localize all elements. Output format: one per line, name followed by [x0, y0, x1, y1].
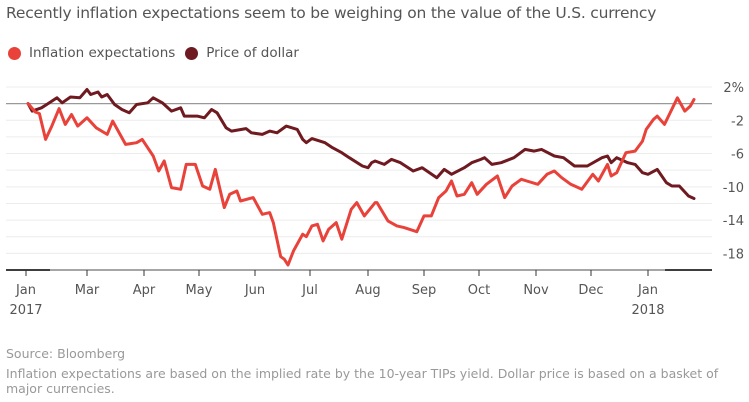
chart-title: Recently inflation expectations seem to … — [6, 4, 657, 22]
x-tick-label: Oct — [468, 283, 490, 298]
y-tick-label: -2 — [731, 114, 744, 129]
x-tick-label: Sep — [412, 283, 437, 298]
legend-item-dollar: Price of dollar — [185, 45, 299, 61]
legend-label-inflation: Inflation expectations — [29, 45, 176, 61]
legend-item-inflation: Inflation expectations — [8, 45, 175, 61]
legend: Inflation expectations Price of dollar — [8, 45, 299, 61]
legend-swatch-inflation — [8, 46, 21, 60]
x-tick-label: Mar — [75, 283, 100, 298]
x-tick-label: Apr — [133, 283, 156, 298]
methodology-note: Inflation expectations are based on the … — [6, 366, 719, 396]
x-tick-label: Jan — [637, 283, 658, 298]
x-tick-label: May — [186, 283, 213, 298]
y-tick-label: 2% — [723, 81, 744, 96]
x-tick-year-label: 2018 — [631, 303, 664, 318]
y-tick-label: -18 — [723, 247, 744, 262]
x-tick-label: Aug — [355, 283, 380, 298]
series-line-inflation-expectations — [26, 96, 696, 267]
x-tick-year-label: 2017 — [9, 303, 42, 318]
x-tick-label: Jul — [301, 283, 318, 298]
legend-swatch-dollar — [185, 46, 199, 60]
source-note: Source: Bloomberg — [6, 346, 126, 361]
series-line-price-of-dollar — [26, 88, 696, 200]
x-tick-label: Jan — [15, 283, 36, 298]
x-tick-label: Jun — [244, 283, 265, 298]
y-tick-label: -14 — [723, 214, 744, 229]
x-tick-label: Dec — [578, 283, 603, 298]
x-tick-label: Nov — [523, 283, 549, 298]
y-tick-label: -6 — [731, 148, 744, 163]
y-tick-label: -10 — [723, 181, 744, 196]
legend-label-dollar: Price of dollar — [206, 45, 299, 61]
